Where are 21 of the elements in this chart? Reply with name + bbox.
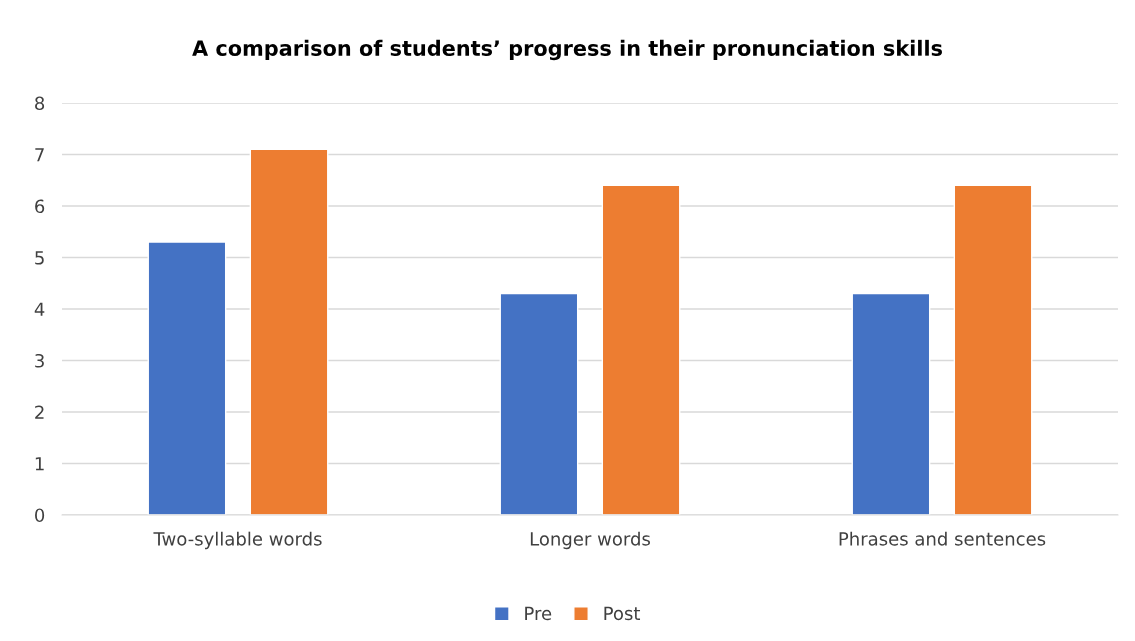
bar <box>249 148 329 515</box>
x-tick-label: Two-syllable words <box>153 531 322 550</box>
bar <box>499 292 579 515</box>
legend-label: Pre <box>525 606 552 621</box>
y-tick-label: 6 <box>35 199 45 214</box>
y-tick-label: 2 <box>35 405 44 419</box>
legend-label: Post <box>604 606 641 621</box>
x-tick-label: Phrases and sentences <box>839 531 1046 546</box>
y-tick-label: 1 <box>35 457 44 471</box>
bar <box>953 184 1033 515</box>
y-tick-label: 8 <box>35 96 45 111</box>
y-tick-label: 4 <box>34 302 45 316</box>
chart-title: A comparison of students’ progress in their pronunciation skills <box>192 39 942 61</box>
bar <box>851 292 931 515</box>
y-tick-label: 5 <box>35 251 44 265</box>
bar <box>147 241 227 515</box>
bar <box>601 184 681 515</box>
y-tick-label: 7 <box>35 148 44 162</box>
x-tick-label: Longer words <box>530 531 650 550</box>
y-tick-label: 3 <box>35 353 44 368</box>
y-tick-label: 0 <box>35 508 45 523</box>
